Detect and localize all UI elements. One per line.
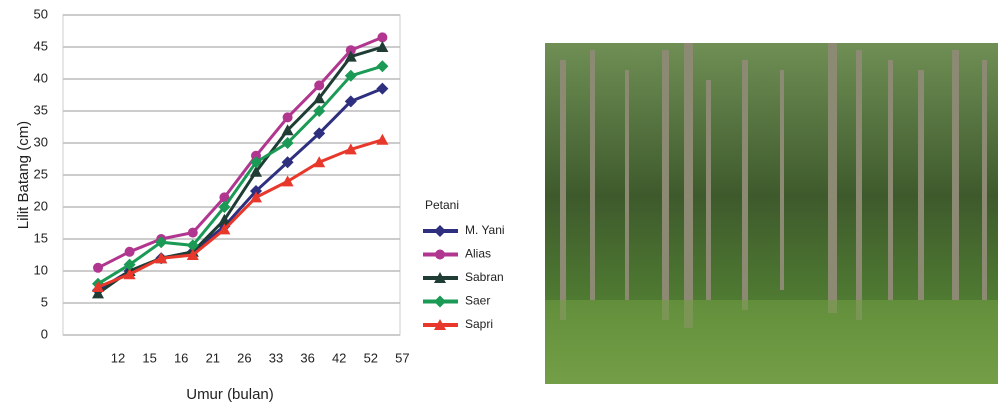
forest-photo bbox=[545, 43, 998, 384]
marker bbox=[250, 191, 262, 203]
x-tick-label: 36 bbox=[300, 350, 314, 365]
y-tick-label: 10 bbox=[34, 262, 48, 277]
legend-label: Sabran bbox=[465, 270, 504, 284]
y-tick-label: 20 bbox=[34, 198, 48, 213]
marker bbox=[124, 246, 135, 257]
marker bbox=[281, 175, 294, 187]
y-tick-label: 25 bbox=[34, 166, 48, 181]
marker bbox=[313, 92, 326, 104]
y-tick-label: 35 bbox=[34, 102, 48, 117]
legend-label: Alias bbox=[465, 247, 491, 261]
marker bbox=[344, 69, 357, 82]
marker bbox=[376, 41, 389, 52]
x-tick-label: 15 bbox=[142, 350, 156, 365]
legend-marker bbox=[434, 272, 446, 283]
legend-marker bbox=[434, 319, 446, 330]
marker bbox=[155, 252, 168, 264]
marker bbox=[218, 201, 231, 213]
marker bbox=[250, 156, 262, 169]
marker bbox=[344, 95, 357, 108]
marker bbox=[186, 249, 199, 260]
series-line bbox=[97, 64, 383, 286]
marker bbox=[186, 239, 199, 252]
x-axis-title: Umur (bulan) bbox=[186, 386, 274, 403]
marker bbox=[123, 268, 136, 280]
y-tick-label: 45 bbox=[34, 38, 48, 53]
x-tick-label: 52 bbox=[364, 350, 378, 365]
marker bbox=[376, 60, 389, 73]
marker bbox=[93, 262, 103, 273]
y-tick-label: 50 bbox=[34, 6, 48, 21]
marker bbox=[344, 143, 357, 155]
marker bbox=[281, 137, 294, 149]
y-tick-label: 5 bbox=[41, 294, 48, 309]
y-tick-label: 0 bbox=[41, 326, 48, 341]
marker bbox=[281, 156, 294, 169]
x-tick-label: 33 bbox=[269, 350, 283, 365]
marker bbox=[250, 185, 262, 197]
legend-label: Saer bbox=[465, 294, 490, 308]
x-tick-label: 57 bbox=[395, 350, 409, 365]
series-line bbox=[97, 36, 383, 270]
legend-marker bbox=[434, 225, 446, 237]
marker bbox=[155, 236, 168, 249]
series-line bbox=[97, 87, 383, 292]
undergrowth bbox=[545, 300, 998, 384]
x-tick-label: 42 bbox=[332, 350, 346, 365]
marker bbox=[313, 127, 326, 140]
y-tick-label: 30 bbox=[34, 134, 48, 149]
marker bbox=[282, 112, 293, 123]
legend-marker bbox=[435, 249, 445, 260]
marker bbox=[92, 287, 104, 299]
y-tick-label: 40 bbox=[34, 70, 48, 85]
x-tick-label: 12 bbox=[111, 350, 125, 365]
marker bbox=[250, 165, 262, 177]
x-tick-label: 21 bbox=[206, 350, 220, 365]
marker bbox=[314, 80, 325, 91]
series-line bbox=[97, 138, 383, 289]
marker bbox=[219, 192, 230, 203]
marker bbox=[344, 50, 357, 62]
tree-trunks bbox=[560, 43, 987, 328]
marker bbox=[377, 32, 388, 43]
legend-marker bbox=[434, 295, 446, 308]
marker bbox=[187, 227, 198, 238]
y-axis-title: Lilit Batang (cm) bbox=[15, 121, 32, 229]
marker bbox=[376, 133, 389, 145]
legend-label: Sapri bbox=[465, 317, 493, 331]
x-tick-label: 16 bbox=[174, 350, 188, 365]
y-tick-label: 15 bbox=[34, 230, 48, 245]
marker bbox=[376, 82, 389, 95]
legend-label: M. Yani bbox=[465, 223, 505, 237]
marker bbox=[313, 105, 326, 117]
marker bbox=[313, 156, 326, 168]
marker bbox=[251, 150, 261, 161]
marker bbox=[281, 124, 294, 136]
legend-title: Petani bbox=[425, 198, 459, 212]
marker bbox=[345, 45, 356, 56]
marker bbox=[92, 281, 104, 292]
x-tick-label: 26 bbox=[237, 350, 251, 365]
marker bbox=[218, 213, 231, 225]
marker bbox=[123, 258, 136, 271]
marker bbox=[218, 223, 231, 235]
